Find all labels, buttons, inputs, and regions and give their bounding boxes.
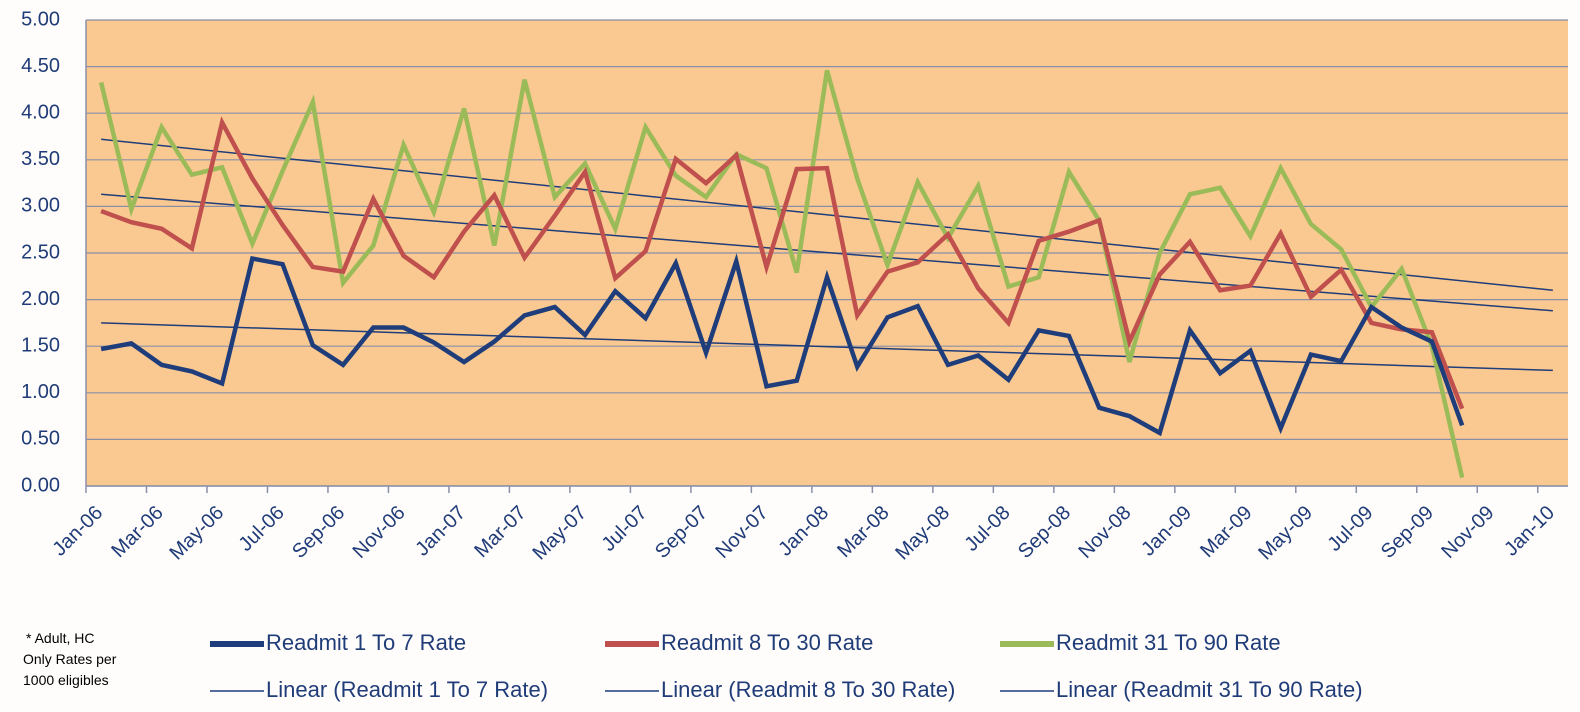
- y-tick-label: 3.00: [21, 195, 60, 217]
- legend-label: Linear (Readmit 1 To 7 Rate): [266, 677, 548, 702]
- trend-line: [101, 138, 1553, 292]
- legend-label: Linear (Readmit 8 To 30 Rate): [661, 677, 955, 702]
- legend-label: Readmit 31 To 90 Rate: [1056, 630, 1281, 655]
- x-tick-label: Sep-08: [1014, 502, 1075, 563]
- x-tick-label: Nov-06: [349, 502, 410, 563]
- x-tick-label: May-07: [528, 502, 591, 565]
- footnote: 1000 eligibles: [23, 672, 109, 688]
- y-tick-label: 2.50: [21, 241, 60, 263]
- x-tick-label: Jul-09: [1323, 502, 1377, 556]
- footnote: * Adult, HC: [26, 630, 94, 646]
- x-tick-label: Mar-07: [470, 502, 530, 562]
- x-tick-label: May-08: [891, 502, 954, 565]
- x-tick-label: Jan-06: [48, 502, 107, 561]
- legend-label: Readmit 8 To 30 Rate: [661, 630, 873, 655]
- y-tick-label: 1.50: [21, 334, 60, 356]
- x-tick-label: May-09: [1254, 502, 1317, 565]
- x-tick-label: Jan-10: [1500, 502, 1559, 561]
- y-tick-label: 5.00: [21, 8, 60, 30]
- x-tick-label: Mar-06: [107, 502, 167, 562]
- y-tick-label: 0.00: [21, 474, 60, 496]
- x-tick-label: Nov-09: [1437, 502, 1498, 563]
- series-line: [100, 116, 1465, 410]
- x-tick-label: May-06: [166, 502, 229, 565]
- y-tick-label: 4.00: [21, 101, 60, 123]
- footnote: Only Rates per: [23, 651, 117, 667]
- x-tick-label: Sep-09: [1377, 502, 1438, 563]
- x-tick-label: Jul-08: [961, 502, 1015, 556]
- legend-label: Linear (Readmit 31 To 90 Rate): [1056, 677, 1363, 702]
- x-tick-label: Mar-09: [1196, 502, 1256, 562]
- x-tick-label: Nov-07: [712, 502, 773, 563]
- x-tick-label: Jan-08: [774, 502, 833, 561]
- trend-line: [101, 322, 1553, 372]
- x-tick-label: Jan-07: [411, 502, 470, 561]
- y-tick-label: 4.50: [21, 55, 60, 77]
- x-tick-label: Sep-07: [651, 502, 712, 563]
- x-tick-label: Nov-08: [1074, 502, 1135, 563]
- y-tick-label: 3.50: [21, 148, 60, 170]
- x-tick-label: Mar-08: [833, 502, 893, 562]
- legend-label: Readmit 1 To 7 Rate: [266, 630, 466, 655]
- x-tick-label: Jul-07: [598, 502, 652, 556]
- y-tick-label: 1.00: [21, 381, 60, 403]
- x-tick-label: Jan-09: [1137, 502, 1196, 561]
- series-line: [100, 253, 1465, 437]
- x-tick-label: Jul-06: [235, 502, 289, 556]
- y-tick-label: 0.50: [21, 428, 60, 450]
- trend-line: [101, 193, 1553, 312]
- x-tick-label: Sep-06: [288, 502, 349, 563]
- y-tick-label: 2.00: [21, 288, 60, 310]
